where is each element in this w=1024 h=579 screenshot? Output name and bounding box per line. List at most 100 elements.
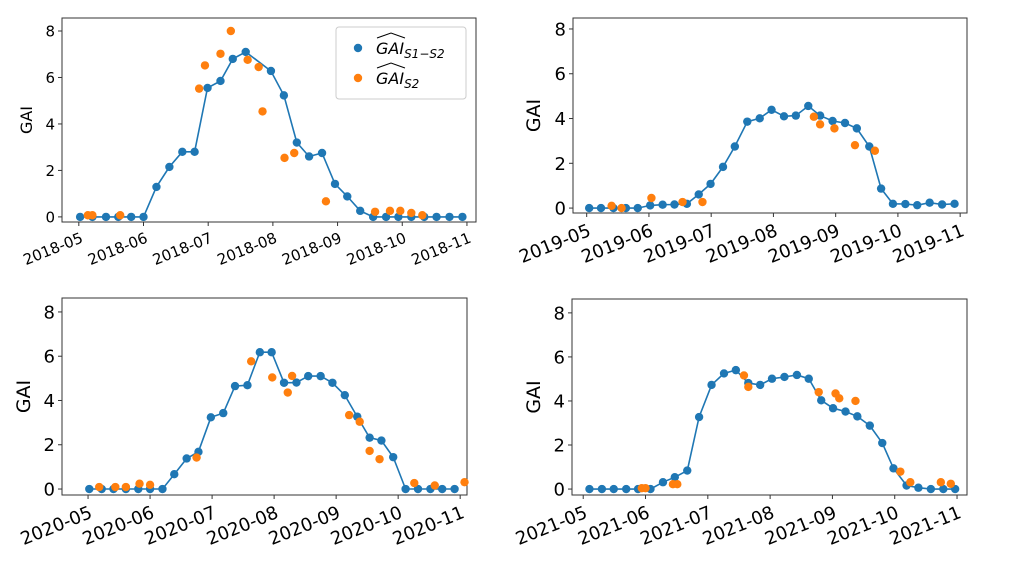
y-axis-label: GAI xyxy=(13,380,35,413)
data-point xyxy=(809,112,819,121)
y-tick-label: 4 xyxy=(44,391,55,412)
data-point xyxy=(939,484,948,494)
data-point xyxy=(876,184,886,193)
data-point xyxy=(267,348,276,357)
data-point xyxy=(755,114,764,123)
data-point xyxy=(121,482,131,492)
data-point xyxy=(375,454,384,464)
data-point xyxy=(445,212,454,222)
x-tick-label: 2019-10 xyxy=(828,220,906,268)
data-point xyxy=(814,387,823,397)
data-point xyxy=(258,107,267,116)
legend-label-main: GAI xyxy=(376,39,404,58)
data-point xyxy=(678,197,687,207)
axes-frame xyxy=(61,297,468,496)
y-tick-label: 8 xyxy=(555,19,566,40)
data-point xyxy=(670,472,679,482)
data-point xyxy=(266,66,276,76)
x-tick-label: 2019-07 xyxy=(641,220,719,268)
data-point xyxy=(914,483,923,492)
series-s2 xyxy=(83,26,427,220)
data-point xyxy=(396,206,405,216)
data-point xyxy=(365,433,374,442)
data-point xyxy=(950,199,959,209)
hat-accent-icon xyxy=(376,32,406,39)
data-point xyxy=(622,484,631,494)
data-point xyxy=(896,467,905,476)
data-point xyxy=(268,373,277,382)
data-point xyxy=(791,111,801,120)
data-point xyxy=(243,381,252,390)
data-point xyxy=(152,182,161,192)
x-tick-label: 2021-08 xyxy=(700,502,778,550)
x-tick-label: 2019-11 xyxy=(890,220,968,268)
legend-label: GAIS2 xyxy=(376,69,419,91)
data-point xyxy=(101,212,111,222)
legend-label-subscript: S2 xyxy=(404,77,419,91)
axes-frame xyxy=(572,17,968,214)
y-tick-label: 4 xyxy=(555,109,566,130)
data-point xyxy=(216,49,225,58)
data-point xyxy=(828,116,837,126)
data-point xyxy=(321,197,331,206)
legend-label: GAIS1−S2 xyxy=(376,39,445,61)
data-point xyxy=(609,484,618,494)
data-point xyxy=(280,153,289,163)
data-point xyxy=(111,482,120,492)
data-point xyxy=(343,192,352,201)
data-point xyxy=(584,203,594,213)
data-point xyxy=(719,369,729,378)
hat-accent-icon xyxy=(376,62,406,69)
data-point xyxy=(767,105,776,114)
data-point xyxy=(190,147,199,157)
x-tick-label: 2021-05 xyxy=(513,502,591,550)
x-tick-label: 2018-11 xyxy=(409,229,474,269)
data-point xyxy=(356,206,365,216)
data-point xyxy=(194,84,204,93)
data-point xyxy=(633,203,642,213)
data-point xyxy=(385,206,395,216)
legend-box xyxy=(335,26,467,100)
data-point xyxy=(413,484,423,494)
data-point xyxy=(135,479,144,488)
y-tick-label: 0 xyxy=(44,480,55,501)
data-point xyxy=(381,212,391,222)
data-point xyxy=(407,208,416,218)
data-point xyxy=(304,371,313,381)
data-point xyxy=(596,203,606,213)
y-tick-label: 2 xyxy=(45,162,55,180)
data-point xyxy=(925,198,934,207)
data-point xyxy=(694,190,703,199)
data-point xyxy=(841,407,850,416)
data-point xyxy=(178,147,187,157)
data-point xyxy=(647,193,656,203)
data-point xyxy=(458,212,467,222)
x-tick-label: 2018-10 xyxy=(344,229,409,269)
data-point xyxy=(889,464,898,473)
data-point xyxy=(607,201,616,211)
data-point xyxy=(815,120,825,129)
data-point xyxy=(246,357,256,366)
data-point xyxy=(718,162,728,172)
x-tick-label: 2018-08 xyxy=(215,229,280,269)
data-point xyxy=(75,212,85,222)
y-tick-label: 4 xyxy=(554,391,565,412)
data-point xyxy=(936,478,946,487)
legend-label-subscript: S1−S2 xyxy=(404,47,445,61)
x-tick-label: 2021-10 xyxy=(824,502,902,550)
series-s2 xyxy=(95,357,469,492)
data-point xyxy=(878,438,887,448)
series-s2 xyxy=(637,371,956,493)
data-point xyxy=(410,478,419,488)
data-point xyxy=(673,480,682,489)
subplot-2: 0 2 4 6 8 2019-052019-062019-072019-082019-09… xyxy=(516,17,968,268)
data-point xyxy=(203,83,212,93)
data-point xyxy=(254,62,263,72)
legend-label-main: GAI xyxy=(376,69,404,88)
data-point xyxy=(200,61,210,70)
data-point xyxy=(292,378,301,387)
data-point xyxy=(192,453,201,462)
x-tick-label: 2019-09 xyxy=(765,220,843,268)
y-tick-label: 6 xyxy=(44,347,55,368)
